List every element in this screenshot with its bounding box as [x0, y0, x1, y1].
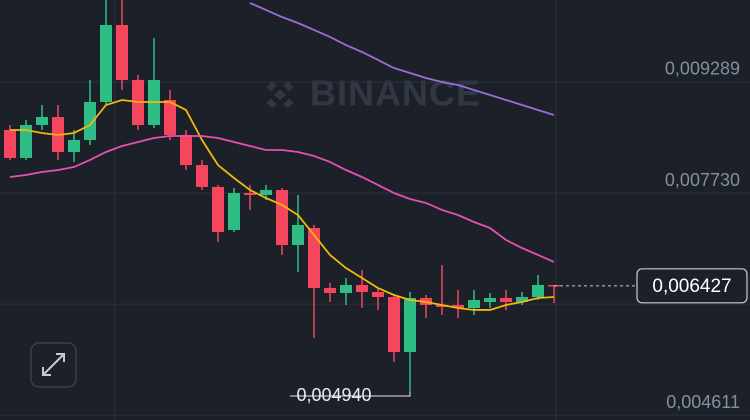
low-marker-line	[290, 391, 411, 397]
y-tick-label: 0,007730	[665, 170, 740, 190]
candle-body	[468, 299, 480, 308]
candle-body	[516, 296, 528, 302]
watermark-text: BINANCE	[310, 73, 481, 114]
low-label: 0,004940	[296, 385, 371, 405]
candle-body	[4, 129, 16, 158]
candle-body	[228, 193, 240, 230]
moving-average-line	[9, 135, 555, 263]
candle-body	[180, 134, 192, 166]
candle-body	[244, 193, 256, 196]
candle-body	[372, 292, 384, 297]
candle-body	[100, 24, 112, 102]
candle-body	[116, 24, 128, 80]
candle-body	[84, 101, 96, 141]
candle-body	[20, 124, 32, 158]
moving-average-line	[249, 2, 555, 116]
candle-body	[452, 304, 464, 308]
candle-body	[36, 117, 48, 125]
candle-body	[532, 284, 544, 297]
candle-body	[340, 284, 352, 294]
candle-body	[484, 297, 496, 302]
candle-body	[196, 165, 208, 187]
candle-body	[324, 288, 336, 294]
candle-body	[212, 186, 224, 232]
y-tick-label: 0,009289	[665, 59, 740, 79]
candle-body	[164, 99, 176, 135]
last-price-box	[636, 268, 748, 304]
candle-body	[404, 297, 416, 353]
expand-icon[interactable]	[42, 353, 65, 376]
candle-body	[356, 284, 368, 293]
candle-body	[500, 297, 512, 302]
candle-body	[68, 140, 80, 152]
candle-body	[308, 227, 320, 289]
watermark: BINANCE	[266, 73, 481, 114]
candle-body	[292, 224, 304, 246]
candle-body	[436, 304, 448, 307]
y-tick-label: 0,004611	[666, 392, 740, 412]
candle-body	[388, 296, 400, 353]
candle-body	[260, 190, 272, 196]
expand-button[interactable]	[30, 342, 77, 388]
moving-average-line	[10, 99, 555, 311]
last-price-label: 0,006427	[652, 276, 731, 297]
candle-body	[276, 190, 288, 246]
